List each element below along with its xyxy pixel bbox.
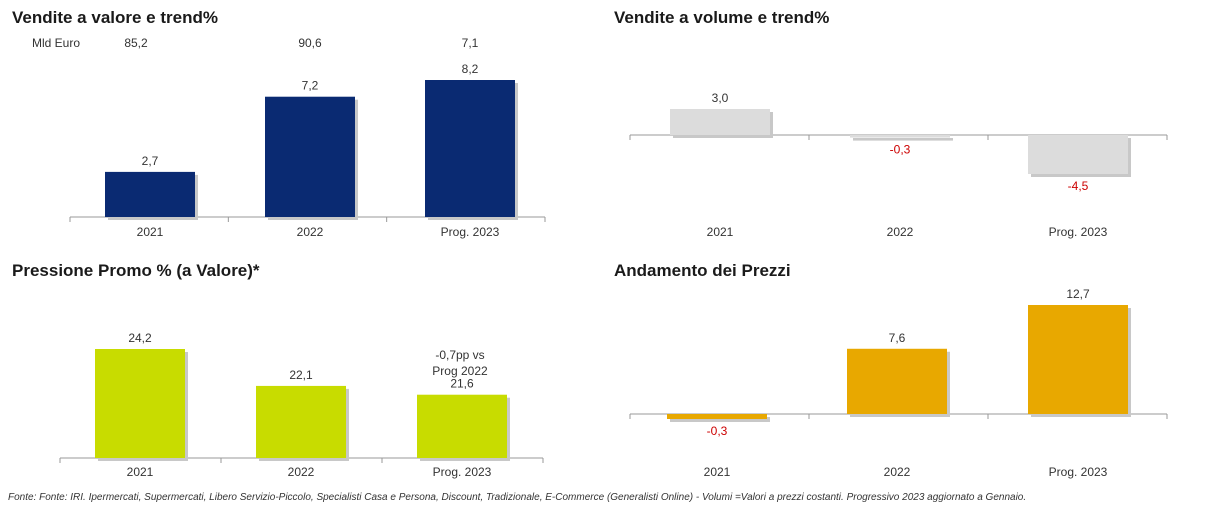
- bar-promo-2021: [95, 349, 185, 458]
- bar-prezzi-2022: [847, 348, 947, 414]
- data-label: 12,7: [1066, 287, 1090, 301]
- data-label: 3,0: [712, 91, 729, 105]
- data-label: 2,7: [142, 154, 159, 168]
- bar-shadow: [670, 417, 770, 422]
- bar-promo-prog-2023: [417, 394, 507, 458]
- category-label: Prog. 2023: [441, 225, 500, 239]
- category-label: Prog. 2023: [1049, 225, 1108, 239]
- data-label: -0,3: [707, 424, 728, 438]
- chart-title-prezzi: Andamento dei Prezzi: [614, 261, 791, 280]
- data-label: 7,6: [889, 331, 906, 345]
- category-label: Prog. 2023: [433, 465, 492, 479]
- bar-promo-2022: [256, 385, 346, 458]
- chart-title-valore: Vendite a valore e trend%: [12, 8, 218, 27]
- data-label: 7,2: [302, 79, 319, 93]
- category-label: 2021: [704, 465, 731, 479]
- chart-valore: 2,7 2021 7,2 2022 8,2 Prog. 2023: [69, 62, 546, 239]
- bar-valore-2021: [105, 171, 195, 217]
- source-footnote: Fonte: Fonte: IRI. Ipermercati, Supermer…: [8, 492, 1027, 503]
- chart-title-volume: Vendite a volume e trend%: [614, 8, 830, 27]
- bar-valore-2022: [265, 96, 355, 217]
- chart-promo: 24,2 2021 22,1 2022 21,6 Prog. 2023: [59, 331, 544, 479]
- category-label: 2022: [884, 465, 911, 479]
- bar-prezzi-prog-2023: [1028, 305, 1128, 414]
- chart-volume: 3,0 2021 -0,3 2022 -4,5 Prog. 2023: [629, 91, 1168, 239]
- data-label: 22,1: [289, 368, 313, 382]
- top-value-2021: 85,2: [124, 36, 148, 50]
- data-label: -4,5: [1068, 179, 1089, 193]
- category-label: 2021: [137, 225, 164, 239]
- promo-annotation-line1: -0,7pp vs: [435, 348, 485, 362]
- bar-shadow: [853, 138, 953, 141]
- bar-prezzi-2021: [667, 414, 767, 419]
- category-label: 2022: [288, 465, 315, 479]
- data-label: 21,6: [450, 377, 474, 391]
- category-label: 2022: [887, 225, 914, 239]
- category-label: 2022: [297, 225, 324, 239]
- bar-valore-prog-2023: [425, 80, 515, 217]
- data-label: -0,3: [890, 143, 911, 157]
- data-label: 24,2: [128, 331, 152, 345]
- top-value-2022: 90,6: [298, 36, 322, 50]
- unit-label: Mld Euro: [32, 36, 81, 50]
- bar-volume-2021: [670, 109, 770, 135]
- category-label: Prog. 2023: [1049, 465, 1108, 479]
- chart-prezzi: -0,3 2021 7,6 2022 12,7 Prog. 2023: [629, 287, 1168, 479]
- data-label: 8,2: [462, 62, 479, 76]
- chart-title-promo: Pressione Promo % (a Valore)*: [12, 261, 260, 280]
- category-label: 2021: [127, 465, 154, 479]
- category-label: 2021: [707, 225, 734, 239]
- bar-volume-prog-2023: [1028, 135, 1128, 174]
- promo-annotation-line2: Prog 2022: [432, 364, 488, 378]
- top-value-2023: 7,1: [461, 36, 479, 50]
- bar-volume-2022: [850, 135, 950, 138]
